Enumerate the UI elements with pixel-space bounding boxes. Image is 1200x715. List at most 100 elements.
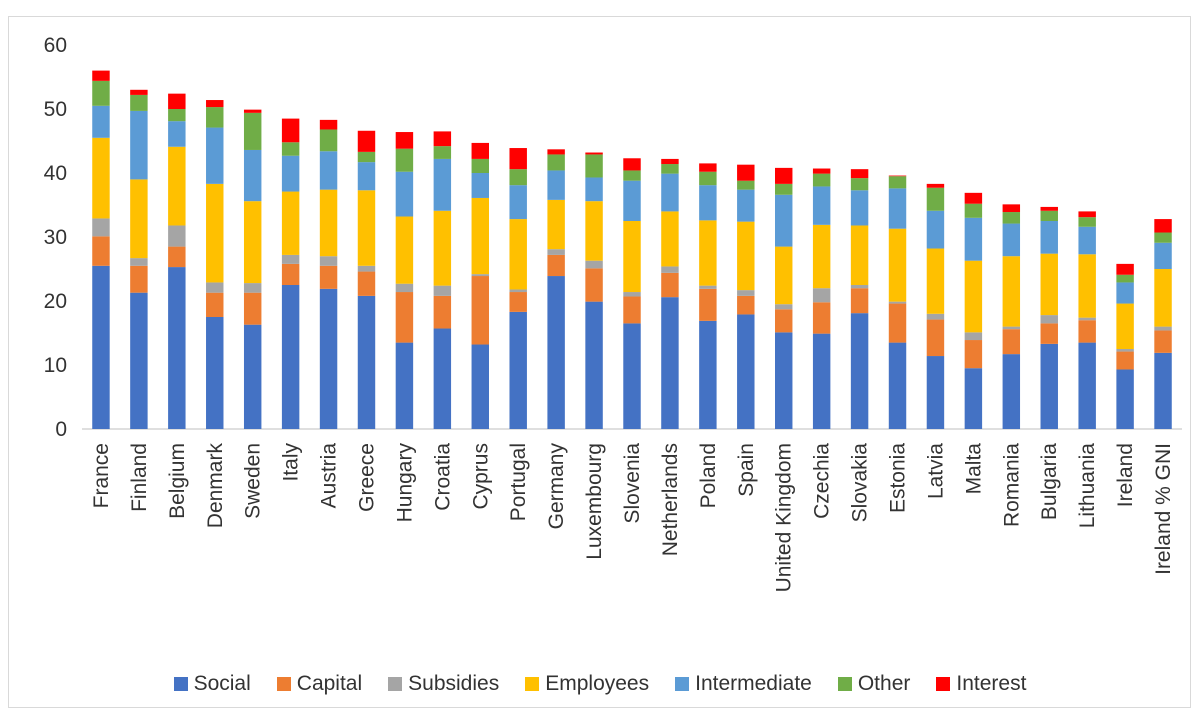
x-tick-label: Bulgaria <box>1038 443 1061 520</box>
y-tick-label: 0 <box>55 418 67 441</box>
bar-segment-capital-4 <box>243 292 262 325</box>
x-tick-label: Romania <box>1000 443 1023 527</box>
x-tick-label: Sweden <box>242 443 265 519</box>
bar-segment-interest-12 <box>547 149 565 155</box>
bar-segment-capital-24 <box>1002 329 1021 355</box>
x-tick-label: Hungary <box>393 443 416 523</box>
bar-segment-capital-13 <box>585 268 603 302</box>
bar-segment-interest-17 <box>737 164 755 181</box>
bar-segment-social-14 <box>623 323 641 429</box>
bar-segment-employees-24 <box>1002 256 1021 327</box>
bar-segment-social-4 <box>243 324 262 429</box>
bar-segment-employees-18 <box>775 246 793 305</box>
bar-segment-subsidies-12 <box>547 249 565 255</box>
bar-segment-capital-1 <box>130 265 148 293</box>
bar-segment-social-1 <box>130 292 148 429</box>
bar-segment-subsidies-25 <box>1040 315 1058 324</box>
legend-label: Capital <box>296 672 363 695</box>
bar-segment-capital-12 <box>547 254 565 277</box>
bar-segment-subsidies-4 <box>243 283 262 293</box>
bar-segment-other-12 <box>547 154 565 171</box>
bar-segment-social-11 <box>509 311 527 429</box>
bar-segment-other-13 <box>585 154 603 178</box>
x-tick-label: Denmark <box>204 443 227 529</box>
bar-segment-interest-7 <box>357 130 376 152</box>
bar-segment-social-7 <box>357 295 376 429</box>
legend-item-subsidies: Subsidies <box>388 672 499 696</box>
bar-segment-employees-7 <box>357 190 376 266</box>
bar-segment-social-12 <box>547 276 565 429</box>
x-tick-label: Austria <box>318 443 341 509</box>
bar-segment-intermediate-0 <box>92 105 110 138</box>
legend-swatch <box>525 677 540 691</box>
bar-segment-social-24 <box>1002 354 1021 429</box>
bar-segment-employees-22 <box>926 248 945 314</box>
bar-segment-interest-27 <box>1116 263 1134 275</box>
bar-segment-capital-21 <box>888 303 907 343</box>
bar-segment-other-3 <box>206 107 224 128</box>
bar-segment-capital-18 <box>775 309 793 333</box>
bar-segment-interest-11 <box>509 148 527 170</box>
x-tick-label: Finland <box>128 443 151 512</box>
bar-segment-subsidies-19 <box>812 288 831 303</box>
bar-segment-capital-17 <box>737 295 755 315</box>
bar-series-group <box>92 70 1172 429</box>
legend-label: Social <box>193 672 251 695</box>
x-tick-label: Netherlands <box>659 443 682 556</box>
bar-segment-subsidies-2 <box>168 225 186 247</box>
bar-segment-interest-1 <box>130 89 148 95</box>
bar-segment-interest-4 <box>243 109 262 113</box>
bar-segment-subsidies-11 <box>509 289 527 293</box>
bar-segment-employees-15 <box>661 211 679 267</box>
bar-segment-employees-26 <box>1078 254 1096 318</box>
bar-segment-subsidies-14 <box>623 292 641 297</box>
bar-segment-capital-27 <box>1116 351 1134 370</box>
x-tick-label: Slovakia <box>849 443 872 523</box>
bar-segment-capital-10 <box>471 276 489 345</box>
bar-segment-social-20 <box>850 313 869 429</box>
bar-segment-capital-26 <box>1078 320 1096 343</box>
y-tick-label: 20 <box>44 290 67 313</box>
bar-segment-employees-10 <box>471 197 489 275</box>
legend-item-interest: Interest <box>936 672 1026 696</box>
bar-segment-other-22 <box>926 187 945 211</box>
bar-segment-subsidies-10 <box>471 274 489 277</box>
bar-segment-employees-21 <box>888 228 907 302</box>
bar-segment-subsidies-21 <box>888 301 907 304</box>
bar-segment-other-27 <box>1116 274 1134 283</box>
bar-segment-other-8 <box>395 148 414 172</box>
legend-item-employees: Employees <box>525 672 649 696</box>
bar-segment-intermediate-6 <box>319 151 338 190</box>
bar-segment-social-8 <box>395 342 414 429</box>
bar-segment-other-25 <box>1040 210 1058 221</box>
bar-segment-capital-2 <box>168 246 186 268</box>
bar-segment-other-4 <box>243 112 262 150</box>
legend-swatch <box>173 677 188 691</box>
bar-segment-capital-22 <box>926 319 945 357</box>
bar-segment-intermediate-15 <box>661 173 679 212</box>
bar-segment-other-20 <box>850 178 869 191</box>
bar-segment-interest-14 <box>623 158 641 171</box>
bar-segment-capital-23 <box>964 340 983 369</box>
bar-segment-social-13 <box>585 301 603 429</box>
x-tick-label: Latvia <box>924 443 947 499</box>
bar-segment-interest-15 <box>661 158 679 165</box>
bar-segment-intermediate-26 <box>1078 226 1096 255</box>
bar-segment-subsidies-22 <box>926 313 945 320</box>
x-tick-label: Luxembourg <box>583 443 606 560</box>
bar-segment-subsidies-17 <box>737 290 755 296</box>
bar-segment-employees-17 <box>737 221 755 291</box>
bar-segment-capital-0 <box>92 236 110 266</box>
bar-segment-intermediate-4 <box>243 149 262 202</box>
bar-segment-capital-20 <box>850 288 869 314</box>
x-tick-label: Czechia <box>811 443 834 519</box>
bar-segment-employees-6 <box>319 189 338 257</box>
bar-segment-intermediate-22 <box>926 210 945 249</box>
bar-segment-other-14 <box>623 170 641 181</box>
x-axis: France Finland Belgium Denmark Sweden Italy Au… <box>90 443 1175 593</box>
bar-segment-subsidies-28 <box>1154 326 1172 331</box>
bar-segment-subsidies-24 <box>1002 326 1021 330</box>
bar-segment-social-18 <box>775 332 793 429</box>
y-tick-label: 50 <box>44 98 67 121</box>
x-tick-label: Italy <box>280 443 303 482</box>
